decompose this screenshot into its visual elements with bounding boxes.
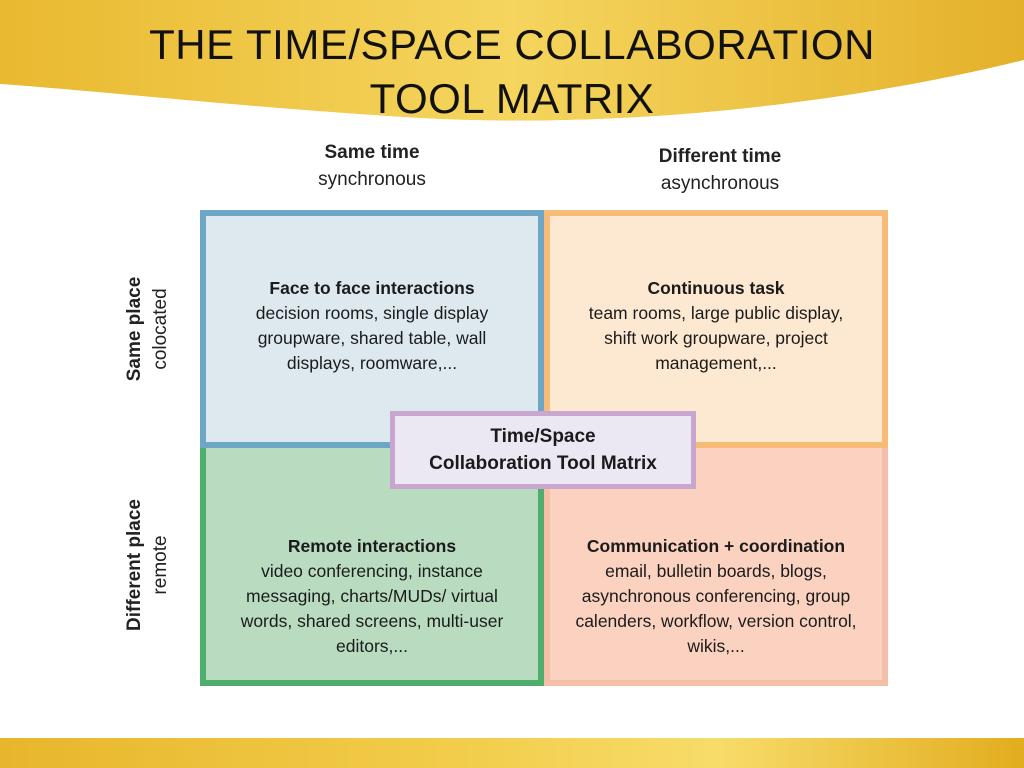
quadrant-title: Face to face interactions — [269, 278, 475, 298]
column-header-different-time: Different time asynchronous — [600, 144, 840, 198]
quadrant-line: editors,... — [336, 636, 408, 656]
column-sublabel: asynchronous — [660, 173, 780, 194]
row-header-different-place: Different place remote — [122, 450, 182, 680]
quadrant-body: video conferencing, instance messaging, … — [241, 559, 504, 659]
quadrant-body: email, bulletin boards, blogs, asynchron… — [575, 559, 856, 659]
quadrant-line: team rooms, large public display, — [588, 303, 844, 323]
quadrant-communication-coordination: Communication + coordination email, bull… — [544, 448, 888, 686]
quadrant-title: Continuous task — [647, 278, 785, 298]
quadrant-line: email, bulletin boards, blogs, — [605, 561, 827, 581]
quadrant-face-to-face: Face to face interactions decision rooms… — [200, 210, 544, 448]
quadrant-continuous-task: Continuous task team rooms, large public… — [544, 210, 888, 448]
quadrant-line: decision rooms, single display — [255, 303, 489, 323]
collaboration-matrix-diagram: Same time synchronous Different time asy… — [122, 132, 906, 698]
quadrant-title: Remote interactions — [287, 536, 457, 556]
column-label: Same time — [324, 142, 420, 163]
row-label: Different place — [124, 499, 145, 631]
quadrant-line: calenders, workflow, version control, — [575, 611, 857, 631]
center-label-line2: Collaboration Tool Matrix — [429, 453, 657, 474]
slide-title-line2: TOOL MATRIX — [369, 75, 655, 122]
row-label: Same place — [124, 276, 145, 382]
header-swoosh — [0, 0, 1024, 132]
slide-title-line1: THE TIME/SPACE COLLABORATION — [149, 21, 875, 68]
quadrant-line: video conferencing, instance — [261, 561, 483, 581]
quadrant-title: Communication + coordination — [586, 536, 846, 556]
matrix-center-label: Time/Space Collaboration Tool Matrix — [390, 411, 696, 489]
quadrant-body: team rooms, large public display, shift … — [589, 301, 844, 376]
quadrant-line: management,... — [655, 353, 777, 373]
quadrant-line: displays, roomware,... — [286, 353, 458, 373]
quadrant-line: shift work groupware, project — [604, 328, 828, 348]
center-label-line1: Time/Space — [490, 426, 596, 447]
quadrant-line: wikis,... — [687, 636, 745, 656]
slide-title: THE TIME/SPACE COLLABORATION TOOL MATRIX — [0, 18, 1024, 126]
row-sublabel: colocated — [150, 288, 171, 370]
quadrant-line: groupware, shared table, wall — [257, 328, 487, 348]
footer-band — [0, 738, 1024, 768]
quadrant-line: messaging, charts/MUDs/ virtual — [246, 586, 498, 606]
quadrant-body: decision rooms, single display groupware… — [256, 301, 488, 376]
quadrant-line: words, shared screens, multi-user — [240, 611, 504, 631]
column-header-same-time: Same time synchronous — [252, 140, 492, 194]
row-header-same-place: Same place colocated — [122, 214, 182, 444]
quadrant-line: asynchronous conferencing, group — [581, 586, 851, 606]
column-label: Different time — [658, 146, 782, 167]
column-sublabel: synchronous — [318, 169, 426, 190]
row-sublabel: remote — [150, 535, 171, 595]
